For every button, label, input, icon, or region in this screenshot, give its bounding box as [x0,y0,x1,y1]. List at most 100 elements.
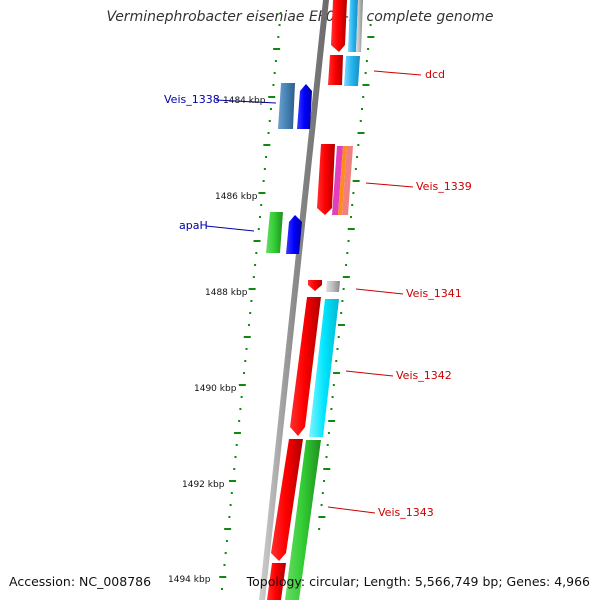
gene-dcd-region-red [331,0,347,52]
genome-backbone [259,0,329,600]
minor-tick-left [265,156,268,158]
gene-top-gray [356,0,363,52]
minor-tick-left [279,12,282,14]
major-tick-left [273,48,281,50]
major-tick-left [238,384,246,386]
major-tick-right [362,84,370,86]
minor-tick-left [249,312,252,314]
major-tick-left [253,240,261,242]
major-tick-right [337,324,345,326]
label-apah[interactable]: apaH [179,219,208,232]
major-tick-right [328,420,336,422]
minor-tick-left [223,564,226,566]
minor-tick-left [257,228,260,230]
gene-veis-1341-red [308,280,322,291]
minor-tick-left [240,396,243,398]
minor-tick-left [233,468,236,470]
minor-tick-left [260,204,263,206]
minor-tick-left [267,132,270,134]
major-tick-right [357,132,365,134]
minor-tick-left [228,516,231,518]
leader-veis-1342 [345,370,394,377]
minor-tick-right [356,156,359,158]
major-tick-left [219,576,227,578]
minor-tick-left [263,168,266,170]
gene-veis-1339-magenta [332,146,343,215]
major-tick-left [233,432,241,434]
label-veis-1343[interactable]: Veis_1343 [378,506,434,519]
major-tick-left [248,288,256,290]
major-tick-right [367,36,375,38]
minor-tick-right [352,192,355,194]
leader-veis-1341 [355,288,404,295]
minor-tick-right [359,120,362,122]
major-tick-right [342,276,350,278]
minor-tick-right [349,216,352,218]
gene-dcd-red [328,55,343,85]
topology-text: Topology: circular; Length: 5,566,749 bp… [246,574,590,589]
gene-apah [286,215,302,254]
minor-tick-left [250,300,253,302]
major-tick-right [347,228,355,230]
minor-tick-right [318,528,321,530]
minor-tick-right [326,444,329,446]
minor-tick-left [243,372,246,374]
minor-tick-right [354,168,357,170]
gene-veis-1343-red [271,439,303,561]
major-tick-left [258,192,266,194]
minor-tick-left [268,120,271,122]
minor-tick-right [335,360,338,362]
leader-veis-1338 [215,99,277,104]
minor-tick-left [269,108,272,110]
leader-veis-1343 [327,506,376,514]
minor-tick-left [229,504,232,506]
minor-tick-right [360,108,363,110]
minor-tick-right [357,144,360,146]
gene-veis-1341 [326,281,340,292]
minor-tick-right [346,252,349,254]
minor-tick-right [321,492,324,494]
minor-tick-left [234,456,237,458]
minor-tick-left [230,492,233,494]
minor-tick-right [336,348,339,350]
minor-tick-left [278,24,281,26]
ruler-label-1492: 1492 kbp [182,480,225,490]
leader-apah [205,225,255,232]
label-veis-1339[interactable]: Veis_1339 [416,180,472,193]
minor-tick-left [273,72,276,74]
gene-veis-1338 [297,84,312,129]
label-veis-1341[interactable]: Veis_1341 [406,287,462,300]
major-tick-left [224,528,232,530]
minor-tick-left [247,324,250,326]
minor-tick-left [277,36,280,38]
gene-apah-green [266,212,283,253]
major-tick-left [263,144,271,146]
minor-tick-right [342,288,345,290]
minor-tick-right [330,408,333,410]
ruler-labels: 1484 kbp 1486 kbp 1488 kbp 1490 kbp 1492… [168,96,266,585]
major-tick-right [333,372,341,374]
label-veis-1342[interactable]: Veis_1342 [396,369,452,382]
major-tick-right [352,180,360,182]
gene-veis-1338-steel [278,83,295,129]
minor-tick-left [224,552,227,554]
label-leaders [205,70,422,514]
gene-veis-1339-orange [338,146,347,215]
minor-tick-left [221,588,224,590]
label-dcd[interactable]: dcd [425,68,445,81]
minor-tick-right [367,48,370,50]
label-veis-1338[interactable]: Veis_1338 [164,93,220,106]
minor-tick-left [258,216,261,218]
minor-tick-left [225,540,228,542]
minor-tick-left [254,264,257,266]
major-tick-right [323,468,331,470]
minor-tick-right [341,300,344,302]
minor-tick-right [345,264,348,266]
ruler-label-1486: 1486 kbp [215,192,258,202]
minor-tick-left [262,180,265,182]
ruler-label-1490: 1490 kbp [194,384,237,394]
gene-veis-1342 [309,299,339,437]
minor-tick-right [365,60,368,62]
minor-tick-left [239,408,242,410]
